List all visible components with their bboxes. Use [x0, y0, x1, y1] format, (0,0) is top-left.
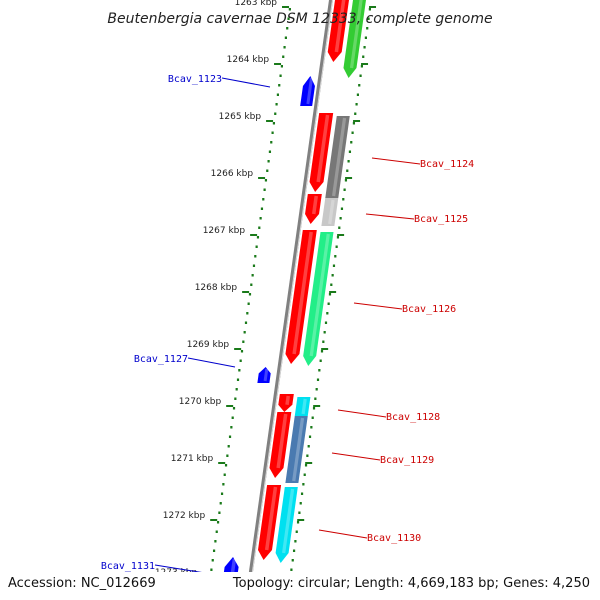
gene-arrow-1124[interactable] [309, 113, 334, 192]
gene-arrow-1127-highlight [263, 368, 269, 382]
gene-arrow-1126-highlight [292, 231, 313, 355]
genome-title: Beutenbergia cavernae DSM 12333, complet… [107, 11, 492, 27]
gene-block-top[interactable] [343, 0, 367, 78]
gene-label-bcav_1128[interactable]: Bcav_1128 [386, 412, 440, 423]
gene-arrow-1125[interactable] [305, 194, 322, 224]
callout-line [371, 157, 421, 165]
gene-label-bcav_1131[interactable]: Bcav_1131 [101, 561, 155, 572]
scale-label: 1268 kbp [195, 283, 238, 293]
gene-label-bcav_1126[interactable]: Bcav_1126 [402, 304, 456, 315]
footer-background [0, 572, 600, 600]
callout-line [221, 77, 271, 88]
gene-arrow-top-highlight [334, 0, 346, 53]
callout-line [337, 409, 387, 418]
gene-arrow-1128[interactable] [278, 394, 294, 412]
genome-summary-text: Topology: circular; Length: 4,669,183 bp… [232, 576, 590, 591]
gene-label-callouts[interactable]: Bcav_1123 Bcav_1124 Bcav_1125 Bcav_1126 Bcav… [101, 74, 474, 574]
scale-label: 1270 kbp [179, 397, 222, 407]
gene-arrow-top[interactable] [327, 0, 351, 62]
gene-block-1125-highlight [328, 199, 335, 225]
scale-label: 1263 kbp [235, 0, 278, 8]
gene-block-1129[interactable] [285, 416, 308, 483]
scale-label: 1264 kbp [227, 55, 270, 65]
gene-block-1128[interactable] [294, 397, 311, 416]
gene-arrow-1123-highlight [306, 77, 314, 105]
gene-arrow-1123[interactable] [300, 76, 315, 106]
gene-block-1124-highlight [332, 117, 347, 197]
gene-block-1126[interactable] [303, 232, 334, 366]
gene-arrow-1129[interactable] [269, 412, 292, 478]
gene-arrow-1127[interactable] [257, 367, 271, 383]
scale-label: 1265 kbp [219, 112, 262, 122]
callout-line [318, 529, 368, 539]
callout-line [187, 357, 236, 368]
gene-block-top-highlight [349, 0, 363, 69]
gene-arrow-1130-highlight [264, 486, 278, 551]
scale-label: 1266 kbp [211, 169, 254, 179]
gene-block-1130[interactable] [275, 487, 298, 563]
gene-block-1128-highlight [301, 398, 307, 415]
gene-block-1129-highlight [292, 417, 305, 482]
callout-line [353, 302, 403, 310]
accession-text: Accession: NC_012669 [8, 576, 156, 591]
gene-arrow-1124-highlight [316, 114, 330, 183]
gene-label-bcav_1127[interactable]: Bcav_1127 [134, 354, 188, 365]
scale-label: 1267 kbp [203, 226, 246, 236]
backbone-highlight [248, 0, 333, 600]
scale-label: 1272 kbp [163, 511, 206, 521]
gene-features[interactable] [219, 0, 368, 600]
gene-arrow-1129-highlight [276, 413, 288, 469]
gene-label-bcav_1123[interactable]: Bcav_1123 [168, 74, 222, 85]
genome-backbone [245, 0, 333, 600]
gene-label-bcav_1130[interactable]: Bcav_1130 [367, 533, 421, 544]
backbone-line [245, 0, 333, 600]
gene-arrow-1125-highlight [311, 195, 318, 215]
callout-line [154, 564, 206, 574]
scale-label: 1269 kbp [187, 340, 230, 350]
gene-arrow-1130[interactable] [258, 485, 282, 560]
gene-label-bcav_1129[interactable]: Bcav_1129 [380, 455, 434, 466]
gene-block-1124[interactable] [325, 116, 350, 198]
gene-block-1125[interactable] [321, 198, 339, 226]
callout-line [331, 452, 381, 461]
gene-label-bcav_1125[interactable]: Bcav_1125 [414, 214, 468, 225]
gene-arrow-1126[interactable] [285, 230, 317, 364]
callout-line [365, 213, 415, 220]
gene-arrow-1128-highlight [285, 395, 290, 406]
scale-labels: 1263 kbp 1264 kbp 1265 kbp 1266 kbp 1267 kbp… [155, 0, 277, 578]
scale-label: 1271 kbp [171, 454, 214, 464]
gene-label-bcav_1124[interactable]: Bcav_1124 [420, 159, 474, 170]
gene-block-1126-highlight [309, 233, 330, 357]
gene-block-1130-highlight [282, 488, 295, 554]
